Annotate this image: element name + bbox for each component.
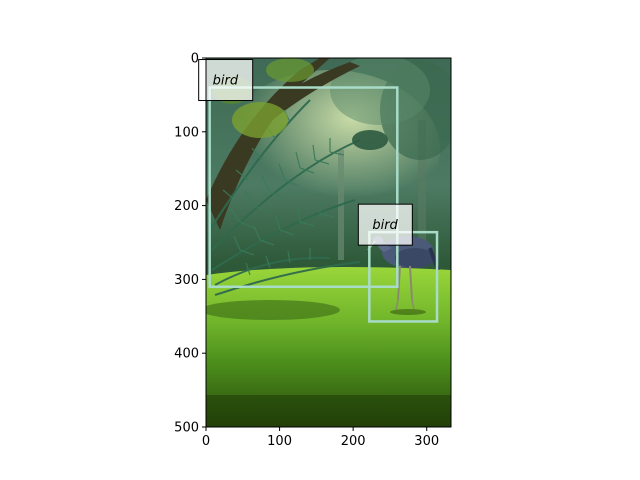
bird-bounding-box bbox=[208, 86, 399, 289]
x-axis: 0 100 200 300 bbox=[202, 427, 439, 449]
y-tick-label: 400 bbox=[174, 347, 199, 362]
detection-layer: bird bird bbox=[198, 59, 439, 323]
fern-leaves bbox=[209, 99, 361, 296]
x-tick-label: 300 bbox=[414, 434, 439, 449]
y-tick-label: 300 bbox=[174, 273, 199, 288]
x-tick-label: 200 bbox=[341, 434, 366, 449]
y-tick-label: 0 bbox=[191, 52, 199, 67]
x-tick-label: 100 bbox=[267, 434, 292, 449]
bird-figure bbox=[367, 236, 440, 311]
x-tick-label: 0 bbox=[202, 434, 210, 449]
y-tick-label: 100 bbox=[174, 125, 199, 140]
scene-image bbox=[206, 58, 451, 427]
detection-label-box bbox=[198, 59, 254, 102]
y-axis: 0 100 200 300 400 500 bbox=[174, 52, 206, 436]
detection-label-box bbox=[357, 203, 413, 246]
axes-frame bbox=[205, 57, 452, 428]
detection-label: bird bbox=[372, 218, 398, 233]
detection-label: bird bbox=[213, 74, 239, 89]
y-tick-label: 200 bbox=[174, 199, 199, 214]
y-tick-label: 500 bbox=[174, 421, 199, 436]
